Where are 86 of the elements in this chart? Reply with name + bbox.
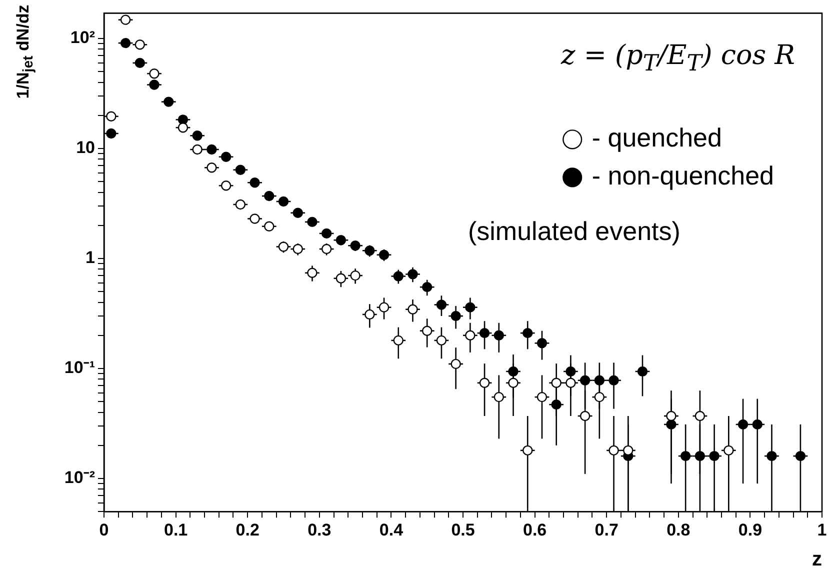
point bbox=[134, 40, 145, 50]
y-tick-label: 10⁻¹ bbox=[64, 358, 96, 378]
point bbox=[307, 268, 318, 278]
annotation: z = (p$_{T}$/E$_{T}$) cos R bbox=[561, 40, 795, 76]
point bbox=[724, 445, 734, 456]
point bbox=[192, 144, 202, 155]
point bbox=[494, 392, 504, 402]
point bbox=[364, 246, 375, 256]
point bbox=[378, 250, 390, 260]
point bbox=[566, 366, 576, 377]
point bbox=[206, 162, 217, 173]
y-tick-label: 10² bbox=[70, 28, 96, 48]
point bbox=[235, 199, 246, 210]
point bbox=[321, 228, 332, 239]
point bbox=[264, 221, 274, 232]
point bbox=[393, 335, 404, 346]
x-tick-label: 0.1 bbox=[164, 520, 188, 540]
point bbox=[192, 130, 202, 141]
point bbox=[307, 216, 318, 228]
point bbox=[350, 240, 360, 251]
x-tick-label: 0.8 bbox=[666, 520, 690, 540]
x-tick-label: 1 bbox=[817, 520, 827, 540]
point bbox=[422, 282, 432, 292]
point bbox=[120, 14, 131, 25]
point bbox=[594, 392, 605, 402]
point bbox=[666, 410, 676, 422]
point bbox=[694, 410, 706, 422]
point bbox=[321, 244, 332, 254]
x-axis-title: z bbox=[812, 548, 822, 571]
point bbox=[766, 450, 777, 462]
point bbox=[436, 300, 447, 310]
point bbox=[580, 410, 590, 422]
point bbox=[623, 445, 634, 456]
point bbox=[536, 338, 548, 348]
point bbox=[220, 152, 232, 162]
point bbox=[250, 178, 260, 188]
y-tick-label: 1 bbox=[86, 248, 95, 268]
point bbox=[450, 310, 461, 322]
x-tick-label: 0.6 bbox=[522, 520, 547, 540]
point bbox=[637, 366, 648, 377]
point bbox=[278, 196, 289, 207]
point bbox=[235, 164, 246, 175]
point bbox=[178, 122, 188, 133]
point bbox=[106, 128, 116, 139]
point bbox=[795, 450, 806, 462]
point bbox=[436, 335, 447, 346]
point bbox=[536, 392, 548, 402]
point bbox=[494, 330, 504, 340]
point bbox=[522, 328, 533, 338]
point bbox=[666, 419, 676, 430]
point bbox=[551, 399, 562, 410]
point bbox=[149, 68, 160, 79]
point bbox=[164, 96, 174, 107]
point bbox=[393, 271, 404, 282]
point bbox=[508, 378, 518, 388]
x-tick-label: 0 bbox=[99, 520, 109, 540]
annotation: (simulated events) bbox=[468, 215, 680, 248]
point bbox=[422, 326, 432, 336]
y-tick-label: 10⁻² bbox=[64, 468, 96, 488]
point bbox=[408, 304, 418, 314]
point bbox=[364, 309, 375, 320]
x-tick-label: 0.3 bbox=[308, 520, 332, 540]
legend-label: - quenched bbox=[592, 122, 722, 153]
point bbox=[551, 378, 562, 388]
point bbox=[264, 190, 274, 202]
point bbox=[479, 378, 490, 388]
point bbox=[378, 302, 390, 312]
point bbox=[336, 235, 346, 246]
point bbox=[752, 419, 762, 430]
x-tick-label: 0.5 bbox=[451, 520, 475, 540]
x-tick-label: 0.4 bbox=[379, 520, 404, 540]
point bbox=[134, 58, 145, 68]
point bbox=[292, 244, 303, 254]
point bbox=[250, 214, 260, 224]
point bbox=[465, 302, 476, 312]
legend-label: - non-quenched bbox=[592, 160, 774, 191]
point bbox=[508, 366, 518, 377]
point bbox=[450, 358, 461, 370]
x-tick-label: 0.2 bbox=[236, 520, 260, 540]
x-tick-label: 0.7 bbox=[594, 520, 618, 540]
point bbox=[522, 445, 533, 456]
point bbox=[149, 80, 160, 90]
point bbox=[292, 208, 303, 218]
x-tick-label: 0.9 bbox=[738, 520, 762, 540]
y-tick-label: 10 bbox=[76, 138, 95, 158]
point bbox=[220, 180, 232, 191]
